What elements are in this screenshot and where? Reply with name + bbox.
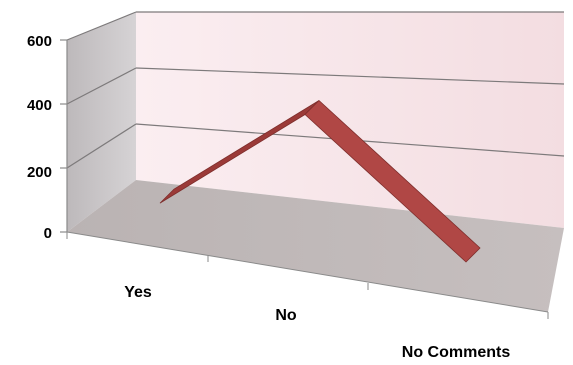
y-tick-label-600: 600 — [27, 33, 52, 50]
ribbon-segment-1 — [304, 99, 481, 263]
gridline-side-200 — [66, 123, 137, 169]
side-wall — [67, 12, 136, 232]
back-wall — [136, 12, 564, 228]
gridline-side-400 — [66, 67, 137, 105]
y-tick-label-0: 0 — [44, 225, 52, 242]
y-tick-label-400: 400 — [27, 97, 52, 114]
x-axis-line — [66, 231, 549, 313]
gridline-side-600 — [66, 11, 137, 41]
x-category-label-yes: Yes — [124, 284, 152, 301]
gridlines — [66, 11, 565, 169]
x-category-label-no: No — [275, 307, 297, 324]
axes — [60, 39, 549, 319]
gridline-back-400 — [135, 67, 565, 85]
series-ribbon — [159, 99, 481, 263]
x-category-label-no-comments: No Comments — [402, 344, 511, 361]
floor — [67, 180, 564, 312]
y-tick-label-200: 200 — [27, 164, 52, 181]
